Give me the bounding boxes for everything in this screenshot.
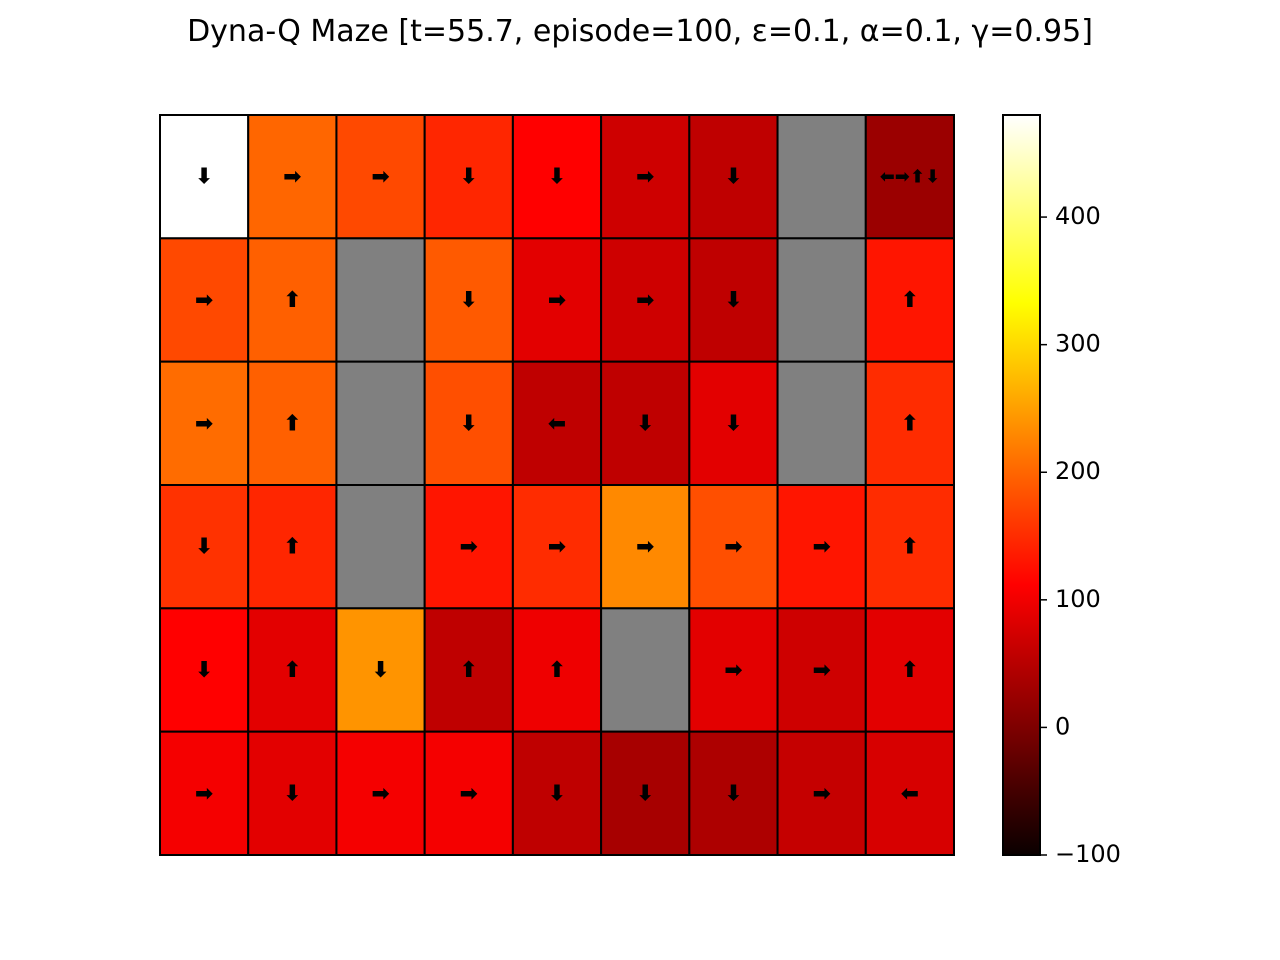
colorbar-tick-label: 200 bbox=[1055, 457, 1101, 485]
grid-cell bbox=[688, 237, 779, 363]
grid-cell bbox=[600, 237, 691, 363]
colorbar-tick-label: 0 bbox=[1055, 712, 1070, 740]
policy-arrow: ⬆ bbox=[901, 411, 919, 436]
policy-arrow: ➡ bbox=[195, 411, 213, 436]
policy-arrow: ➡ bbox=[195, 288, 213, 313]
colorbar-tick-label: −100 bbox=[1055, 840, 1121, 868]
policy-arrow: ⬇ bbox=[548, 781, 566, 806]
policy-arrow: ➡ bbox=[724, 658, 742, 683]
policy-arrow: ⬆ bbox=[901, 535, 919, 560]
policy-arrow: ⬇ bbox=[548, 165, 566, 190]
policy-arrow: ⬆ bbox=[901, 658, 919, 683]
grid-cell bbox=[159, 114, 250, 240]
policy-arrow: ⬇ bbox=[724, 288, 742, 313]
policy-arrow: ⬆ bbox=[283, 411, 301, 436]
policy-arrow: ➡ bbox=[812, 781, 830, 806]
policy-arrow: ⬇ bbox=[724, 781, 742, 806]
grid-cell bbox=[864, 114, 955, 240]
policy-arrow: ⬇ bbox=[636, 781, 654, 806]
grid-cell bbox=[864, 237, 955, 363]
colorbar: −100 0 100 200 300 400 bbox=[1002, 114, 1121, 868]
wall-cell bbox=[776, 237, 867, 363]
policy-arrow: ⬆ bbox=[283, 658, 301, 683]
grid-cell bbox=[247, 237, 338, 363]
policy-arrow: ⬆ bbox=[283, 288, 301, 313]
policy-arrow: ⬆ bbox=[901, 288, 919, 313]
grid-cell bbox=[335, 730, 426, 857]
policy-arrow: ⬇ bbox=[195, 165, 213, 190]
grid-cell bbox=[423, 360, 514, 486]
policy-arrow: ⬇ bbox=[636, 411, 654, 436]
policy-arrow: ⬇ bbox=[460, 288, 478, 313]
grid-cell bbox=[511, 484, 603, 610]
wall-cell bbox=[776, 114, 867, 240]
policy-arrow: ⬇ bbox=[460, 165, 478, 190]
heatmap-grid: ⬇ ➡ ➡ ⬇ ⬇ ➡ ⬇ ⬅➡⬆⬇➡ ⬆ ⬇ ➡ ➡ ⬇ ⬆➡ ⬆ ⬇ ⬅ ⬇ ⬇ ⬆⬇ ⬆ ➡ ➡ ➡ ➡ ➡ ⬆⬇ ⬆ ⬇ ⬆ ⬆ ➡ ➡… bbox=[159, 114, 955, 857]
policy-arrow: ➡ bbox=[636, 288, 654, 313]
policy-arrow: ➡ bbox=[636, 535, 654, 560]
policy-arrow: ➡ bbox=[371, 165, 389, 190]
policy-arrow: ➡ bbox=[812, 658, 830, 683]
chart-title: Dyna-Q Maze [t=55.7, episode=100, ε=0.1,… bbox=[187, 14, 1093, 49]
grid-cell bbox=[159, 237, 250, 363]
policy-arrow: ➡ bbox=[636, 165, 654, 190]
policy-arrow: ➡ bbox=[460, 781, 478, 806]
wall-cell bbox=[776, 360, 867, 486]
policy-arrow: ⬇ bbox=[724, 411, 742, 436]
grid-cell bbox=[688, 730, 779, 857]
policy-arrow: ⬇ bbox=[460, 411, 478, 436]
policy-arrow: ➡ bbox=[548, 288, 566, 313]
grid-cell bbox=[511, 360, 603, 486]
grid-cell bbox=[159, 484, 250, 610]
grid-cell bbox=[864, 730, 955, 857]
grid-cell bbox=[864, 607, 955, 733]
grid-cell bbox=[600, 730, 691, 857]
grid-cell bbox=[688, 360, 779, 486]
wall-cell bbox=[600, 607, 691, 733]
policy-arrow: ⬆ bbox=[460, 658, 478, 683]
policy-arrow: ➡ bbox=[195, 781, 213, 806]
policy-arrow: ➡ bbox=[812, 535, 830, 560]
grid-cell bbox=[159, 607, 250, 733]
policy-arrow: ➡ bbox=[724, 535, 742, 560]
policy-arrow: ⬇ bbox=[283, 781, 301, 806]
grid-cell bbox=[511, 607, 603, 733]
grid-cell bbox=[776, 484, 867, 610]
wall-cell bbox=[335, 360, 426, 486]
policy-arrow: ⬇ bbox=[724, 165, 742, 190]
colorbar-tick-label: 300 bbox=[1055, 330, 1101, 358]
colorbar-tick-label: 400 bbox=[1055, 202, 1101, 230]
grid-cell bbox=[864, 484, 955, 610]
grid-cell bbox=[247, 484, 338, 610]
policy-arrow: ⬇ bbox=[195, 535, 213, 560]
grid-cell bbox=[864, 360, 955, 486]
policy-arrow: ➡ bbox=[371, 781, 389, 806]
policy-arrow: ⬅ bbox=[548, 411, 566, 436]
grid-cell bbox=[335, 114, 426, 240]
wall-cell bbox=[335, 237, 426, 363]
grid-cell bbox=[159, 360, 250, 486]
policy-arrow: ⬆ bbox=[548, 658, 566, 683]
wall-cell bbox=[335, 484, 426, 610]
policy-arrow: ➡ bbox=[460, 535, 478, 560]
colorbar-gradient bbox=[1002, 114, 1041, 856]
grid-cell bbox=[776, 730, 867, 857]
policy-arrow: ⬅ bbox=[901, 781, 919, 806]
grid-cell bbox=[159, 730, 250, 857]
policy-arrow: ➡ bbox=[548, 535, 566, 560]
policy-arrow: ➡ bbox=[283, 165, 301, 190]
policy-arrow: ⬅➡⬆⬇ bbox=[880, 167, 940, 188]
policy-arrow: ⬇ bbox=[195, 658, 213, 683]
grid-cell bbox=[511, 730, 603, 857]
grid-cell bbox=[247, 114, 338, 240]
colorbar-tick-label: 100 bbox=[1055, 585, 1101, 613]
policy-arrow: ⬆ bbox=[283, 535, 301, 560]
grid-cell bbox=[423, 484, 514, 610]
grid-cell bbox=[247, 360, 338, 486]
policy-arrow: ⬇ bbox=[371, 658, 389, 683]
grid-cell bbox=[511, 237, 603, 363]
